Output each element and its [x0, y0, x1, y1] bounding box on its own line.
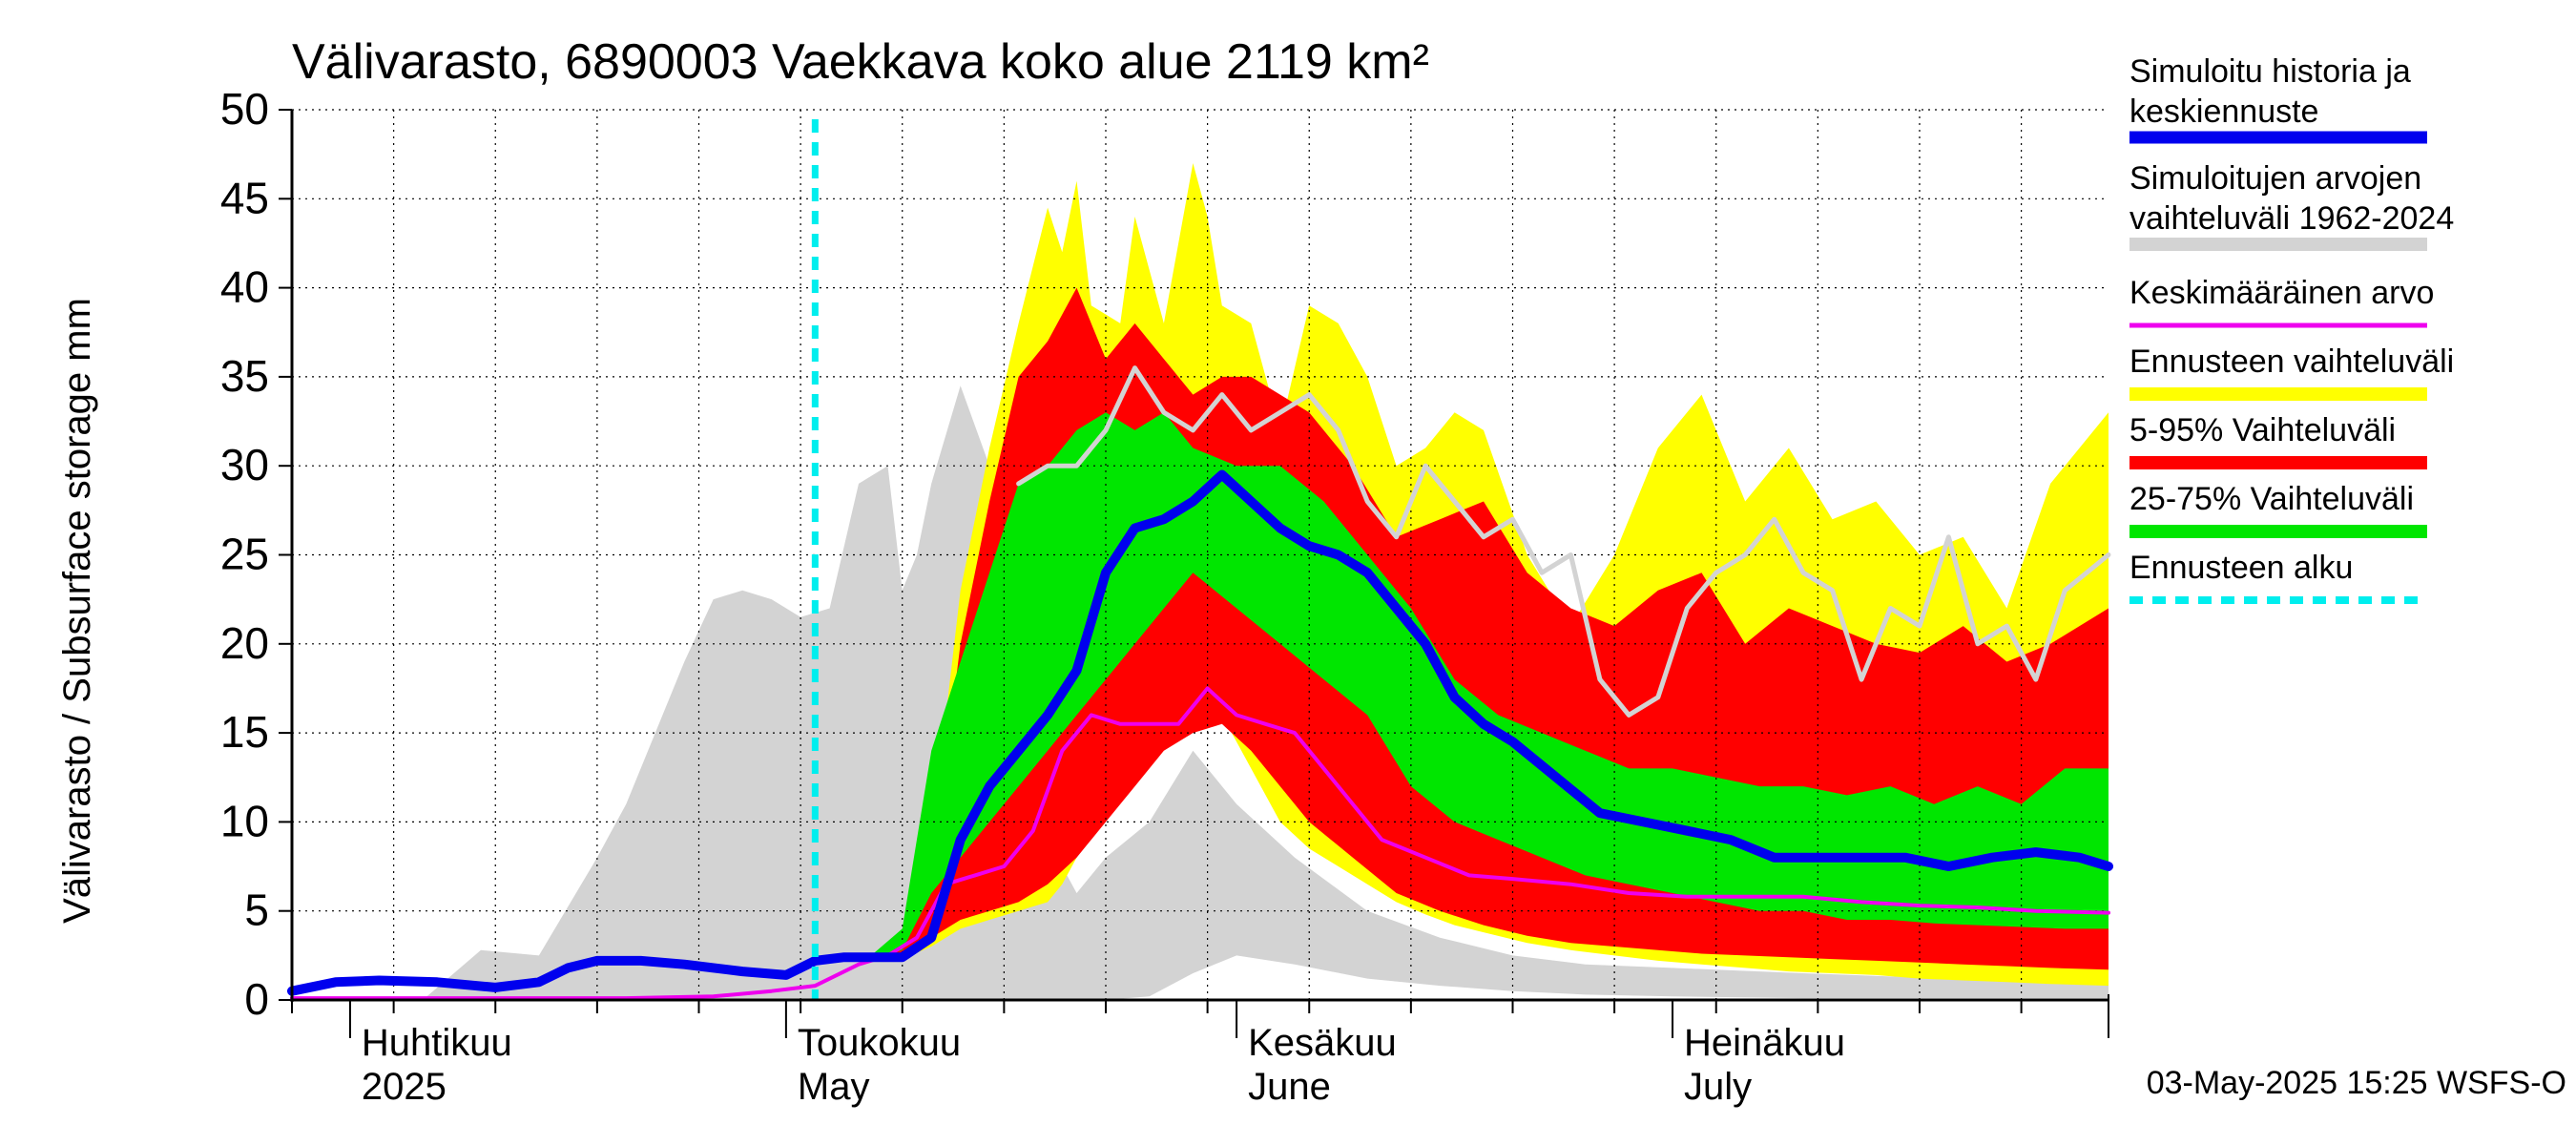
grey-line-series	[1016, 365, 2111, 718]
y-axis-label: Välivarasto / Subsurface storage mm	[56, 298, 98, 924]
y-tick-label: 35	[220, 351, 269, 401]
month-label-en: July	[1684, 1066, 1752, 1108]
month-label-fi: Toukokuu	[798, 1022, 961, 1064]
p25-75-band	[815, 412, 2109, 961]
legend: Simuloitu historia ja keskiennuste Simuloi…	[2129, 53, 2454, 604]
plot-area: 05101520253035404550Huhtikuu2025Toukokuu…	[220, 84, 2113, 1108]
month-label-fi: Heinäkuu	[1684, 1022, 1845, 1064]
month-label-fi: Kesäkuu	[1248, 1022, 1397, 1064]
y-tick-label: 0	[244, 974, 269, 1024]
legend-label: vaihteluväli 1962-2024	[2129, 200, 2454, 237]
legend-label: Ennusteen vaihteluväli	[2129, 344, 2454, 380]
legend-label: Simuloitu historia ja	[2129, 53, 2411, 90]
history-range-band	[292, 385, 2109, 1000]
y-tick-label: 20	[220, 618, 269, 668]
footer-timestamp: 03-May-2025 15:25 WSFS-O	[2147, 1065, 2566, 1101]
y-tick-label: 30	[220, 440, 269, 489]
y-tick-label: 25	[220, 530, 269, 579]
legend-label: Keskimääräinen arvo	[2129, 275, 2434, 311]
y-tick-label: 5	[244, 885, 269, 935]
y-tick-label: 45	[220, 173, 269, 222]
month-label-fi: Huhtikuu	[362, 1022, 512, 1064]
legend-label: Ennusteen alku	[2129, 550, 2353, 586]
legend-label: Simuloitujen arvojen	[2129, 160, 2421, 197]
month-label-en: 2025	[362, 1066, 447, 1108]
y-tick-label: 40	[220, 262, 269, 312]
chart-title: Välivarasto, 6890003 Vaekkava koko alue …	[292, 34, 1429, 90]
legend-label: keskiennuste	[2129, 94, 2318, 130]
y-tick-label: 50	[220, 84, 269, 134]
median-line	[287, 469, 2113, 996]
legend-label: 5-95% Vaihteluväli	[2129, 412, 2396, 448]
month-label-en: June	[1248, 1066, 1331, 1108]
legend-label: 25-75% Vaihteluväli	[2129, 481, 2414, 517]
y-tick-label: 10	[220, 796, 269, 845]
y-tick-label: 15	[220, 707, 269, 757]
month-label-en: May	[798, 1066, 870, 1108]
mean-line	[290, 686, 2110, 1001]
